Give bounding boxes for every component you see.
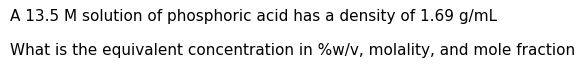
Text: A 13.5 M solution of phosphoric acid has a density of 1.69 g/mL: A 13.5 M solution of phosphoric acid has… (10, 9, 498, 24)
Text: What is the equivalent concentration in %w/v, molality, and mole fraction of pho: What is the equivalent concentration in … (10, 44, 580, 59)
